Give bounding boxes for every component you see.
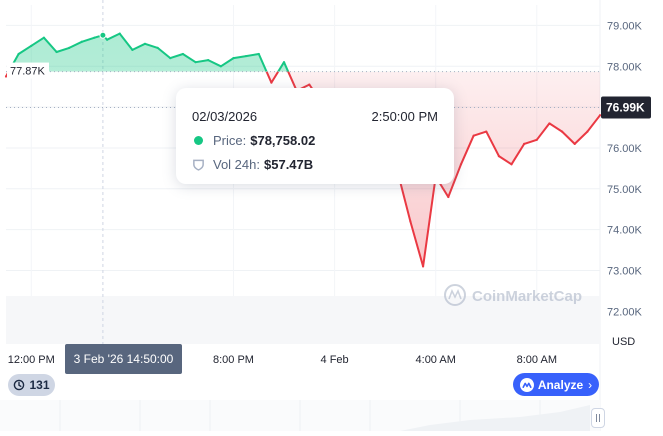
price-tooltip: 02/03/2026 2:50:00 PM Price: $78,758.02 … bbox=[176, 88, 454, 184]
price-point bbox=[485, 130, 488, 133]
cursor-time-label: 3 Feb '26 14:50:00 bbox=[65, 344, 182, 374]
area-above-reference bbox=[8, 33, 289, 72]
x-tick-label: 8:00 AM bbox=[517, 354, 557, 366]
y-unit-label: USD bbox=[612, 336, 635, 348]
price-point bbox=[523, 142, 526, 145]
price-point bbox=[42, 36, 46, 39]
price-point bbox=[4, 75, 8, 78]
x-tick-label: 8:00 PM bbox=[213, 354, 254, 366]
tooltip-price-row: Price: $78,758.02 bbox=[192, 128, 438, 152]
history-count: 131 bbox=[29, 378, 50, 392]
y-tick-label: 76.00K bbox=[607, 143, 643, 155]
price-point bbox=[573, 142, 576, 145]
analyze-button[interactable]: Analyze › bbox=[513, 373, 599, 396]
range-drag-handle[interactable] bbox=[591, 408, 605, 428]
price-point bbox=[93, 36, 96, 39]
price-point bbox=[232, 56, 235, 60]
history-icon bbox=[14, 379, 25, 391]
volume-band bbox=[6, 296, 600, 344]
tooltip-volume-row: Vol 24h: $57.47B bbox=[192, 152, 438, 176]
hover-point bbox=[99, 31, 107, 39]
tooltip-price-label: Price: bbox=[213, 132, 247, 148]
current-price-tag-bg bbox=[601, 96, 651, 119]
y-tick-label: 78.00K bbox=[607, 61, 643, 73]
price-point bbox=[30, 44, 33, 47]
price-point bbox=[245, 54, 248, 58]
watermark-logo-icon bbox=[444, 284, 466, 306]
watermark-text: CoinMarketCap bbox=[472, 288, 582, 305]
price-point bbox=[535, 138, 538, 141]
y-tick-label: 73.00K bbox=[607, 265, 643, 277]
reference-label-bg bbox=[7, 62, 49, 79]
price-point bbox=[169, 56, 172, 60]
history-count-badge[interactable]: 131 bbox=[8, 374, 55, 396]
y-tick-label: 72.00K bbox=[607, 306, 643, 318]
x-tick-label: 4:00 AM bbox=[416, 354, 456, 366]
price-point bbox=[143, 42, 147, 45]
price-point bbox=[510, 163, 513, 166]
price-point bbox=[459, 163, 463, 166]
price-point bbox=[80, 40, 83, 43]
price-point bbox=[118, 32, 121, 35]
price-point bbox=[194, 61, 197, 64]
price-point bbox=[270, 81, 273, 84]
price-point bbox=[68, 46, 71, 49]
tooltip-volume-value: $57.47B bbox=[264, 156, 314, 172]
price-point bbox=[497, 155, 500, 158]
price-point bbox=[219, 65, 222, 68]
price-point bbox=[181, 52, 185, 56]
current-price-label: 76.99K bbox=[606, 101, 645, 115]
price-point bbox=[207, 59, 210, 62]
price-point bbox=[447, 195, 450, 199]
y-tick-label: 74.00K bbox=[607, 225, 643, 237]
x-tick-label: 4 Feb bbox=[321, 354, 349, 366]
price-point bbox=[560, 130, 564, 133]
tooltip-header: 02/03/2026 2:50:00 PM bbox=[192, 104, 438, 128]
price-point bbox=[598, 114, 602, 117]
tooltip-date: 02/03/2026 bbox=[192, 108, 258, 124]
y-tick-label: 75.00K bbox=[607, 184, 643, 196]
price-point bbox=[548, 122, 551, 125]
price-point bbox=[586, 130, 589, 133]
volume-shield-icon bbox=[193, 159, 204, 171]
tooltip-price-value: $78,758.02 bbox=[250, 132, 316, 148]
price-point bbox=[257, 52, 260, 56]
tooltip-time: 2:50:00 PM bbox=[371, 108, 439, 124]
watermark: CoinMarketCap bbox=[444, 284, 582, 306]
coinmarketcap-logo-icon bbox=[519, 377, 534, 392]
reference-price-label: 77.87K bbox=[10, 66, 46, 78]
price-point bbox=[55, 50, 58, 54]
price-point bbox=[409, 220, 412, 223]
tooltip-volume-label: Vol 24h: bbox=[213, 156, 260, 172]
price-point bbox=[17, 52, 20, 56]
analyze-label: Analyze bbox=[537, 377, 584, 392]
navigator-area bbox=[400, 405, 590, 431]
price-dot-icon bbox=[194, 135, 203, 145]
price-point bbox=[308, 83, 311, 86]
price-point bbox=[156, 46, 159, 49]
price-point bbox=[472, 134, 475, 137]
price-point bbox=[282, 61, 286, 64]
y-tick-label: 79.00K bbox=[607, 20, 643, 32]
x-tick-label: 12:00 PM bbox=[8, 354, 55, 366]
chevron-right-icon: › bbox=[588, 377, 593, 392]
price-point bbox=[421, 265, 425, 268]
price-point bbox=[131, 48, 134, 52]
price-point bbox=[106, 38, 109, 41]
watermark-logo-mark bbox=[448, 289, 462, 300]
